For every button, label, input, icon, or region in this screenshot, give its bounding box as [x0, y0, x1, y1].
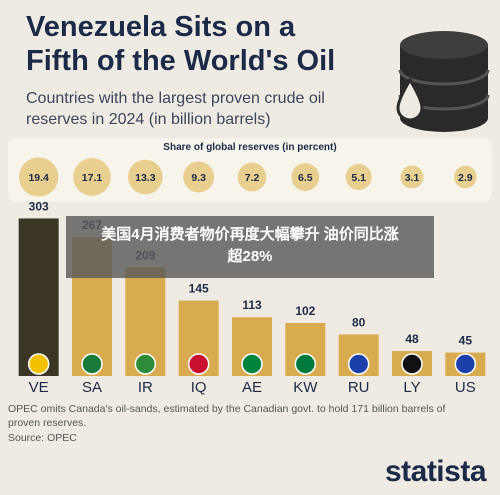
- share-bubble: [128, 159, 163, 195]
- footnote: OPEC omits Canada's oil-sands, estimated…: [8, 403, 446, 429]
- share-bubble: [291, 163, 320, 191]
- x-tick-label: SA: [82, 379, 102, 396]
- brand-logo: statista: [384, 455, 487, 488]
- share-bubble: [454, 165, 477, 189]
- flag-icon: [294, 353, 317, 375]
- flag-icon: [187, 353, 210, 375]
- share-label: 7.2: [245, 172, 260, 184]
- value-label: 303: [29, 199, 49, 213]
- barrel-icon: [396, 31, 490, 132]
- value-label: 145: [189, 282, 209, 296]
- x-tick-label: RU: [348, 379, 370, 396]
- share-bubble: [400, 165, 424, 189]
- chart-title: Venezuela Sits on a Fifth of the World's…: [26, 11, 336, 77]
- value-label: 45: [459, 334, 473, 348]
- flag-icon: [81, 353, 103, 375]
- x-tick-label: AE: [242, 379, 262, 396]
- x-tick-label: US: [455, 379, 476, 396]
- value-label: 80: [352, 315, 366, 329]
- share-label: 2.9: [458, 172, 473, 184]
- chart-subtitle: Countries with the largest proven crude …: [26, 90, 325, 128]
- flag-icon: [241, 353, 263, 375]
- value-label: 113: [242, 298, 262, 312]
- x-tick-label: VE: [29, 379, 49, 396]
- share-label: 9.3: [191, 172, 206, 184]
- share-label: 17.1: [82, 172, 103, 184]
- overlay-caption: 美国4月消费者物价再度大幅攀升 油价同比涨超28%: [66, 216, 434, 278]
- flag-icon: [27, 353, 50, 375]
- value-label: 48: [405, 332, 419, 346]
- share-bubble: [237, 162, 267, 192]
- flag-icon: [134, 353, 157, 375]
- bar: [18, 218, 59, 376]
- flag-icon: [401, 353, 423, 375]
- value-label: 102: [295, 304, 315, 318]
- x-tick-label: KW: [293, 379, 318, 396]
- flag-icon: [347, 353, 370, 375]
- share-label: 5.1: [351, 172, 366, 184]
- share-label: 6.5: [298, 172, 313, 184]
- source: Source: OPEC: [8, 432, 77, 444]
- share-label: Share of global reserves (in percent): [163, 142, 337, 153]
- share-label: 3.1: [405, 172, 420, 184]
- share-bubble: [73, 158, 111, 196]
- x-tick-label: IQ: [191, 379, 207, 396]
- flag-icon: [454, 353, 477, 375]
- share-bubble: [183, 161, 215, 193]
- share-label: 13.3: [135, 172, 156, 184]
- share-label: 19.4: [28, 172, 49, 184]
- x-tick-label: LY: [403, 379, 420, 396]
- x-tick-label: IR: [138, 379, 153, 396]
- share-bubble: [19, 157, 59, 197]
- share-bubble: [345, 163, 372, 191]
